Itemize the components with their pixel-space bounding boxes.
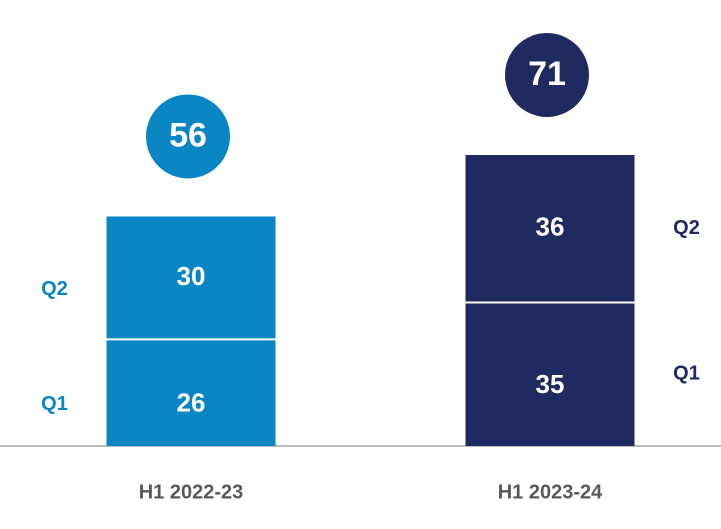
value-label: 35 [536,369,565,399]
bar-segment [106,216,276,340]
total-badge [505,33,589,117]
value-label: 26 [177,388,206,418]
bar-segment [465,302,635,446]
value-label: 30 [177,261,206,291]
value-label: 36 [536,212,565,242]
x-tick-label: H1 2023-24 [498,481,603,503]
bar-segment [106,339,276,446]
total-label: 71 [528,55,566,93]
bar-segment [465,155,635,303]
x-tick-label: H1 2022-23 [139,481,244,503]
total-label: 56 [169,116,207,154]
total-badge [146,94,230,179]
series-label: Q2 [673,217,700,239]
series-label: Q2 [41,278,68,300]
series-label: Q1 [673,363,700,385]
series-label: Q1 [41,393,68,415]
